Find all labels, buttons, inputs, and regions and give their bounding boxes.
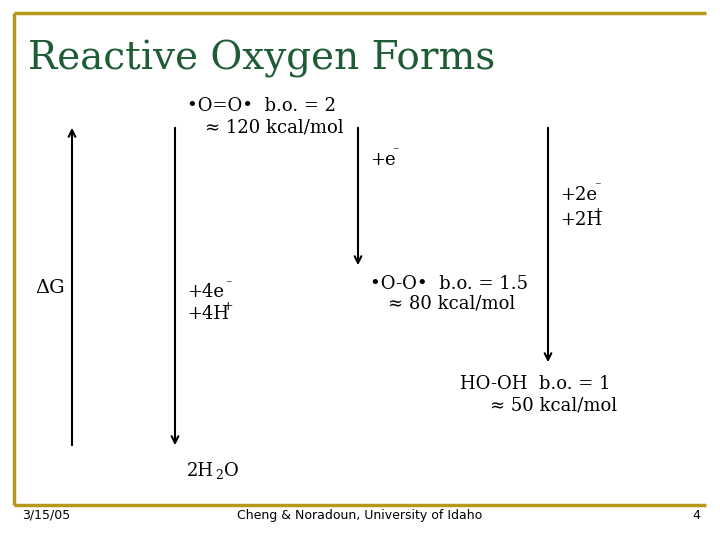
- Text: +2H: +2H: [560, 211, 602, 229]
- Text: ⁻: ⁻: [594, 180, 600, 193]
- Text: +4e: +4e: [187, 283, 224, 301]
- Text: ⁻: ⁻: [392, 145, 399, 159]
- Text: 2H: 2H: [187, 462, 214, 480]
- Text: ⁻: ⁻: [225, 279, 232, 292]
- Text: 3/15/05: 3/15/05: [22, 509, 71, 522]
- Text: 2: 2: [215, 469, 223, 482]
- Text: Cheng & Noradoun, University of Idaho: Cheng & Noradoun, University of Idaho: [238, 509, 482, 522]
- Text: 4: 4: [692, 509, 700, 522]
- Text: Reactive Oxygen Forms: Reactive Oxygen Forms: [28, 40, 495, 78]
- Text: ≈ 50 kcal/mol: ≈ 50 kcal/mol: [490, 397, 617, 415]
- Text: +: +: [593, 206, 603, 219]
- Text: +: +: [223, 300, 233, 314]
- Text: ≈ 120 kcal/mol: ≈ 120 kcal/mol: [205, 119, 343, 137]
- Text: HO-OH  b.o. = 1: HO-OH b.o. = 1: [460, 375, 611, 393]
- Text: •O-O•  b.o. = 1.5: •O-O• b.o. = 1.5: [370, 275, 528, 293]
- Text: O: O: [224, 462, 239, 480]
- Text: +e: +e: [370, 151, 395, 169]
- Text: ΔG: ΔG: [35, 279, 65, 297]
- Text: +4H: +4H: [187, 305, 229, 323]
- Text: +2e: +2e: [560, 186, 597, 204]
- Text: ≈ 80 kcal/mol: ≈ 80 kcal/mol: [388, 295, 516, 313]
- Text: •O=O•  b.o. = 2: •O=O• b.o. = 2: [187, 97, 336, 115]
